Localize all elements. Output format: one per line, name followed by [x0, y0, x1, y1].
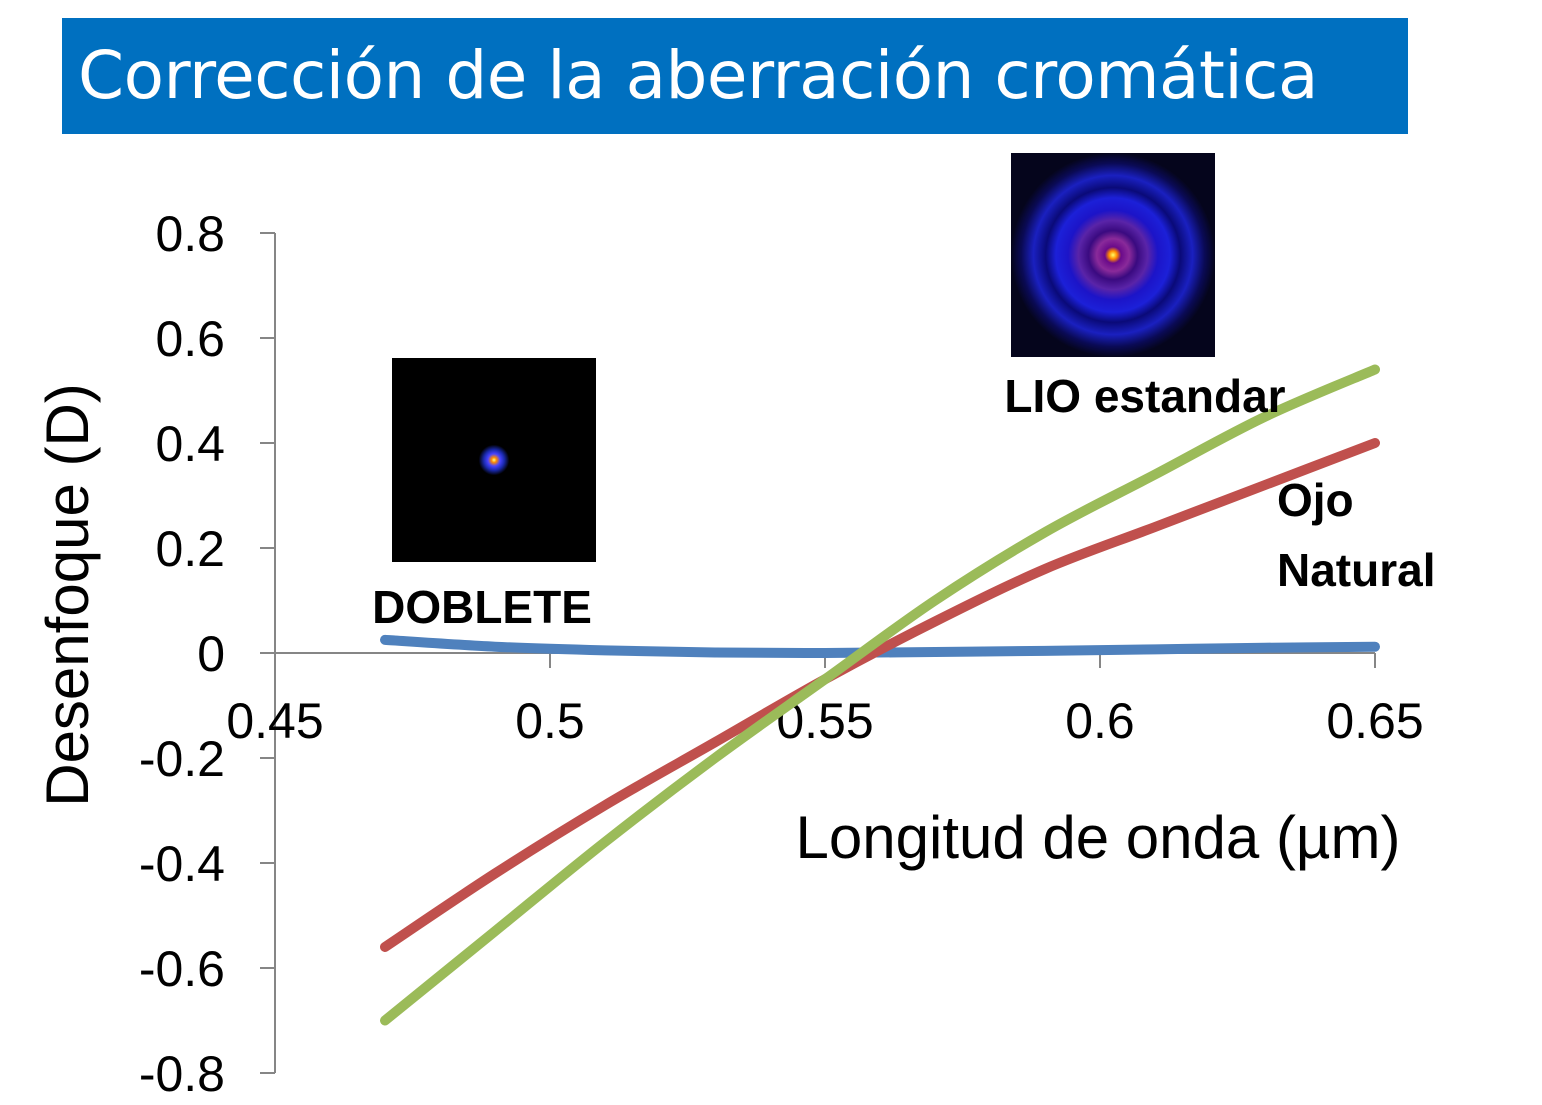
psf-image-lio-estandar [1011, 153, 1215, 357]
x-tick-label: 0.65 [1326, 693, 1423, 749]
y-tick-label: 0.6 [155, 311, 225, 367]
title-banner: Corrección de la aberración cromática [62, 18, 1408, 134]
y-tick-label: 0.4 [155, 416, 225, 472]
series-line-2 [380, 438, 1380, 952]
y-tick-label: 0 [197, 626, 225, 682]
x-tick-label: 0.45 [226, 693, 323, 749]
slide-title: Corrección de la aberración cromática [78, 37, 1318, 114]
y-tick-label: -0.8 [139, 1046, 225, 1102]
annotation-ojo: Ojo [1277, 474, 1354, 526]
y-tick-label: -0.2 [139, 731, 225, 787]
annotation-natural: Natural [1277, 544, 1435, 596]
annotation-doblete: DOBLETE [372, 581, 592, 633]
x-axis-title: Longitud de onda (µm) [796, 804, 1401, 871]
series-line-3 [380, 364, 1380, 1026]
psf-image-doblete [392, 358, 596, 562]
annotation-lio-estandar: LIO estandar [1004, 370, 1285, 422]
y-tick-label: 0.2 [155, 521, 225, 577]
y-tick-label: 0.8 [155, 206, 225, 262]
y-tick-label: -0.6 [139, 941, 225, 997]
y-tick-label: -0.4 [139, 836, 225, 892]
x-tick-label: 0.5 [515, 693, 585, 749]
y-axis-title: Desenfoque (D) [34, 383, 101, 807]
x-tick-label: 0.6 [1065, 693, 1135, 749]
